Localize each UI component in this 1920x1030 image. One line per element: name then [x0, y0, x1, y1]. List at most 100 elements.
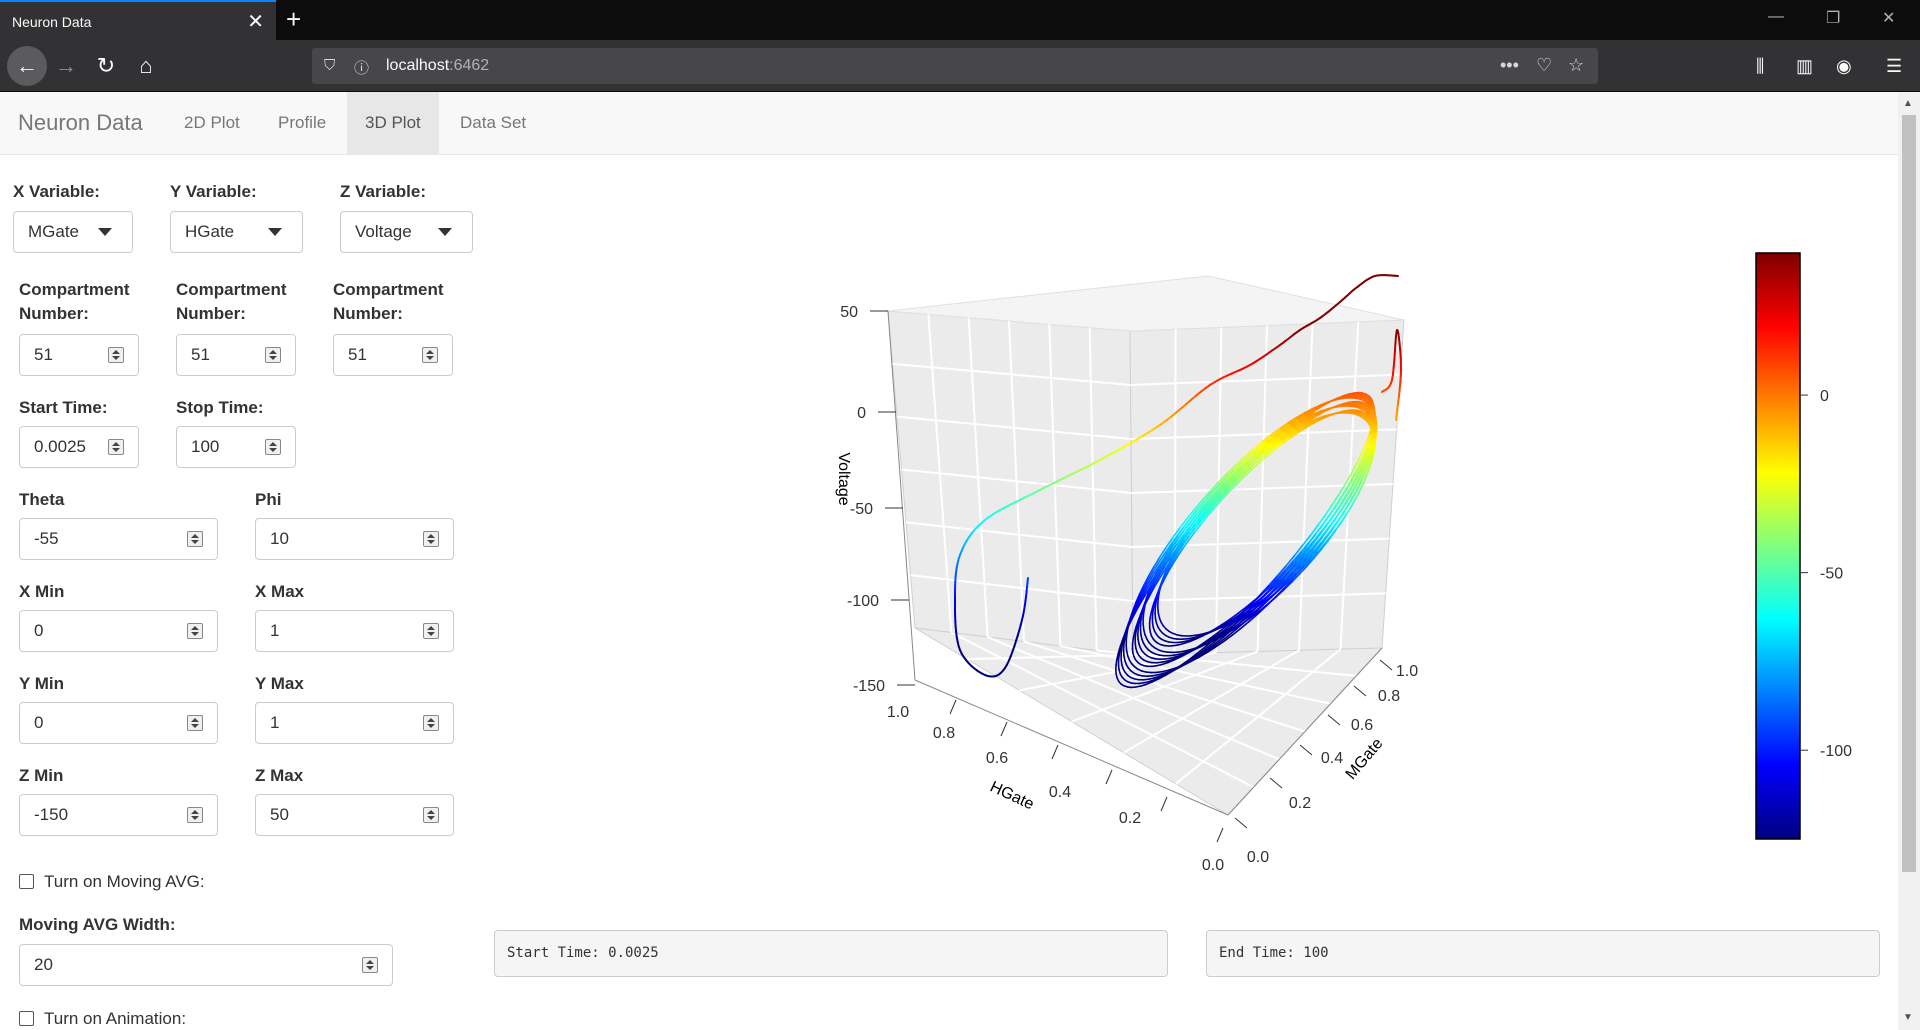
stepper-icon[interactable]: [108, 439, 124, 455]
sidebar-icon[interactable]: ▥: [1796, 56, 1814, 76]
trajectory-segment: [1353, 475, 1359, 485]
trajectory-segment: [1303, 422, 1313, 428]
back-icon[interactable]: ←: [7, 46, 47, 86]
trajectory-segment: [1178, 650, 1186, 653]
z-min-input[interactable]: -150: [19, 794, 218, 836]
y-variable-select[interactable]: HGate: [170, 211, 303, 253]
tab-data-set[interactable]: Data Set: [460, 113, 527, 132]
trajectory-segment: [1399, 349, 1402, 359]
3d-plot[interactable]: 50 0 -50 -100 -150 0.0 0.2 0.4 0.6 0.8 1.0 0.0 0.2 0.…: [480, 160, 1900, 920]
stepper-icon[interactable]: [265, 439, 281, 455]
z-min-value: -150: [34, 805, 69, 824]
start-time-input[interactable]: 0.0025: [19, 426, 139, 468]
compartment-x-input[interactable]: 51: [19, 334, 139, 376]
z-max-label: Z Max: [255, 766, 304, 785]
x-max-input[interactable]: 1: [255, 610, 454, 652]
start-time-output: Start Time: 0.0025: [494, 930, 1168, 977]
close-icon[interactable]: ✕: [247, 11, 264, 33]
trajectory-segment: [1099, 455, 1107, 461]
browser-tab[interactable]: Neuron Data ✕: [0, 0, 276, 40]
stepper-icon[interactable]: [265, 347, 281, 363]
moving-avg-width-input[interactable]: 20: [19, 944, 393, 986]
reload-icon[interactable]: ↻: [96, 53, 116, 78]
stepper-icon[interactable]: [423, 715, 439, 731]
tab-2d-plot[interactable]: 2D Plot: [184, 113, 240, 132]
compartment-y-input[interactable]: 51: [176, 334, 296, 376]
info-icon[interactable]: ⓘ: [354, 60, 370, 77]
window-close-icon[interactable]: ✕: [1882, 10, 1896, 27]
menu-icon[interactable]: ☰: [1886, 56, 1903, 76]
trajectory-segment: [1152, 565, 1160, 577]
moving-avg-checkbox[interactable]: [19, 874, 34, 889]
trajectory-segment: [1238, 616, 1249, 625]
z-max-input[interactable]: 50: [255, 794, 454, 836]
account-icon[interactable]: ◉: [1836, 56, 1852, 76]
trajectory-segment: [1299, 547, 1308, 558]
stop-time-input[interactable]: 100: [176, 426, 296, 468]
scrollbar-thumb[interactable]: [1902, 115, 1916, 872]
trajectory-segment: [1226, 468, 1236, 478]
home-icon[interactable]: ⌂: [139, 53, 153, 78]
trajectory-segment: [1144, 680, 1152, 684]
trajectory-segment: [1316, 544, 1325, 554]
stepper-icon[interactable]: [423, 623, 439, 639]
new-tab-icon[interactable]: +: [286, 4, 302, 34]
stepper-icon[interactable]: [187, 623, 203, 639]
stepper-icon[interactable]: [362, 957, 378, 973]
stepper-icon[interactable]: [187, 531, 203, 547]
x-variable-select[interactable]: MGate: [13, 211, 133, 253]
trajectory-segment: [1174, 653, 1182, 656]
stepper-icon[interactable]: [108, 347, 124, 363]
url-text[interactable]: localhost:6462: [386, 57, 490, 74]
stepper-icon[interactable]: [423, 807, 439, 823]
scroll-up-icon[interactable]: ▲: [1903, 98, 1913, 109]
app-brand[interactable]: Neuron Data: [18, 110, 143, 135]
trajectory-segment: [1188, 526, 1196, 537]
z-tick-label: 50: [840, 304, 858, 321]
x-axis-line: [1227, 647, 1383, 816]
trajectory-segment: [1197, 633, 1206, 638]
bookmark-star-icon[interactable]: ☆: [1568, 55, 1585, 75]
trajectory-segment: [1275, 588, 1285, 598]
x-min-input[interactable]: 0: [19, 610, 218, 652]
scroll-down-icon[interactable]: ▼: [1903, 1012, 1913, 1023]
url-bar[interactable]: ⛉ ⓘ localhost:6462 ••• ♡ ☆: [312, 48, 1598, 84]
trajectory-segment: [1196, 499, 1206, 511]
trajectory-segment: [1196, 633, 1204, 636]
stepper-icon[interactable]: [422, 347, 438, 363]
more-actions-icon[interactable]: •••: [1500, 55, 1519, 75]
trajectory-segment: [1230, 622, 1241, 630]
restore-icon[interactable]: ❐: [1826, 10, 1841, 27]
trajectory-segment: [1207, 499, 1216, 509]
theta-input[interactable]: -55: [19, 518, 218, 560]
trajectory-segment: [1164, 416, 1172, 423]
stepper-icon[interactable]: [187, 807, 203, 823]
tab-3d-plot[interactable]: 3D Plot: [347, 92, 439, 154]
y-min-input[interactable]: 0: [19, 702, 218, 744]
trajectory-segment: [1218, 472, 1229, 483]
stepper-icon[interactable]: [187, 715, 203, 731]
animation-checkbox[interactable]: [19, 1011, 34, 1026]
trajectory-segment: [1366, 448, 1371, 457]
y-tick-label: 0.6: [986, 750, 1008, 767]
stepper-icon[interactable]: [423, 531, 439, 547]
trajectory-segment: [1393, 350, 1396, 362]
y-max-input[interactable]: 1: [255, 702, 454, 744]
trajectory-segment: [1284, 563, 1294, 574]
minimize-icon[interactable]: —: [1768, 8, 1784, 25]
trajectory-segment: [1335, 520, 1343, 531]
trajectory-segment: [1398, 342, 1402, 352]
shield-icon[interactable]: ⛉: [324, 57, 336, 74]
z-variable-select[interactable]: Voltage: [340, 211, 473, 253]
forward-icon[interactable]: →: [55, 53, 77, 78]
library-icon[interactable]: ⫼: [1756, 56, 1765, 76]
compartment-z-value: 51: [348, 345, 367, 364]
pocket-icon[interactable]: ♡: [1536, 55, 1553, 75]
z-tick-label: -100: [847, 593, 879, 610]
compartment-z-input[interactable]: 51: [333, 334, 453, 376]
trajectory-segment: [1139, 593, 1147, 605]
tab-profile[interactable]: Profile: [278, 113, 327, 132]
trajectory-segment: [1156, 564, 1163, 575]
trajectory-segment: [1226, 470, 1237, 481]
phi-input[interactable]: 10: [255, 518, 454, 560]
